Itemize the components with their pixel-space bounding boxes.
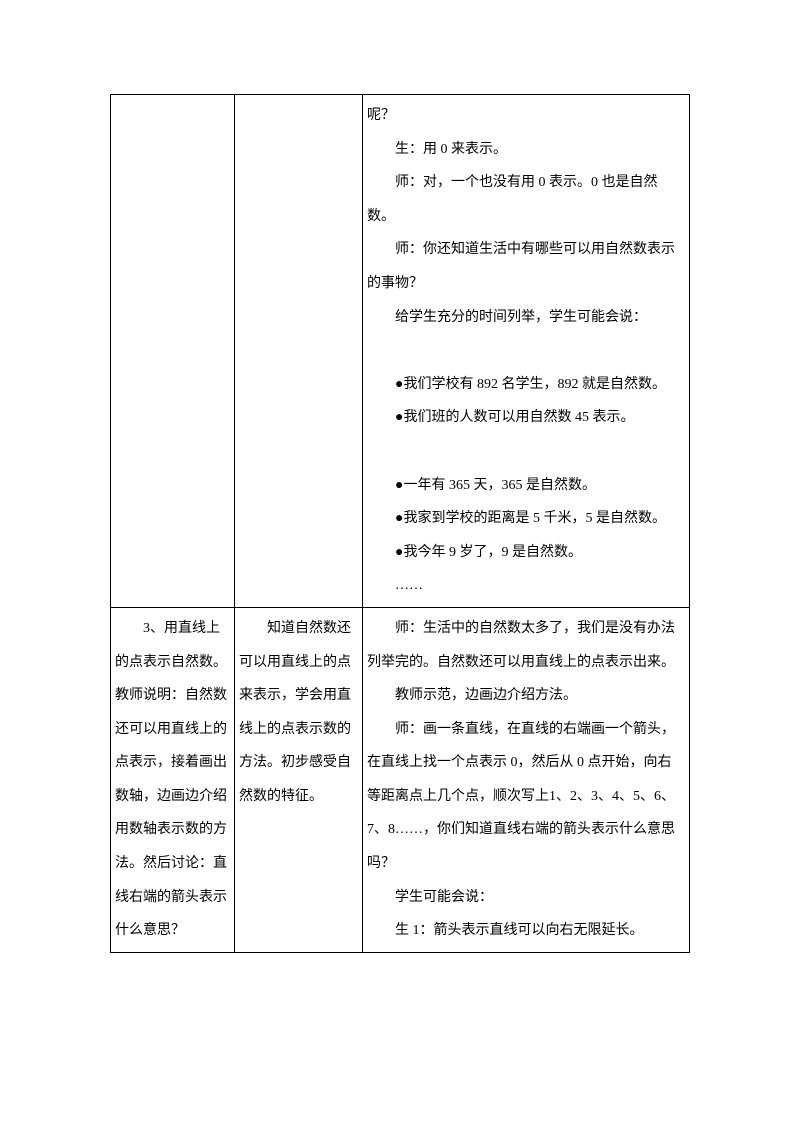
table-row: 呢？ 生：用 0 来表示。 师：对，一个也没有用 0 表示。0 也是自然数。 师… (111, 95, 690, 608)
text-line: ●我们班的人数可以用自然数 45 表示。 (367, 401, 685, 435)
text-line: 呢？ (367, 99, 685, 133)
cell-col1-row2: 3、用直线上的点表示自然数。教师说明：自然数还可以用直线上的点表示，接着画出数轴… (111, 607, 235, 952)
cell-col1-row1 (111, 95, 235, 608)
text-line: 知道自然数还可以用直线上的点来表示，学会用直线上的点表示数的方法。初步感受自然数… (239, 612, 358, 814)
table-row: 3、用直线上的点表示自然数。教师说明：自然数还可以用直线上的点表示，接着画出数轴… (111, 607, 690, 952)
text-line: 师：画一条直线，在直线的右端画一个箭头，在直线上找一个点表示 0，然后从 0 点… (367, 713, 685, 881)
text-line (367, 334, 685, 368)
lesson-table: 呢？ 生：用 0 来表示。 师：对，一个也没有用 0 表示。0 也是自然数。 师… (110, 94, 690, 953)
text-line: ●我们学校有 892 名学生，892 就是自然数。 (367, 368, 685, 402)
cell-col2-row1 (235, 95, 363, 608)
text-line: 学生可能会说： (367, 881, 685, 915)
text-line (367, 435, 685, 469)
text-line: 生：用 0 来表示。 (367, 133, 685, 167)
cell-col3-row1: 呢？ 生：用 0 来表示。 师：对，一个也没有用 0 表示。0 也是自然数。 师… (363, 95, 690, 608)
text-line: 给学生充分的时间列举，学生可能会说： (367, 301, 685, 335)
text-line: 3、用直线上的点表示自然数。教师说明：自然数还可以用直线上的点表示，接着画出数轴… (115, 612, 230, 948)
cell-col2-row2: 知道自然数还可以用直线上的点来表示，学会用直线上的点表示数的方法。初步感受自然数… (235, 607, 363, 952)
text-line: 生 1：箭头表示直线可以向右无限延长。 (367, 914, 685, 948)
text-line: 师：生活中的自然数太多了，我们是没有办法列举完的。自然数还可以用直线上的点表示出… (367, 612, 685, 679)
cell-col3-row2: 师：生活中的自然数太多了，我们是没有办法列举完的。自然数还可以用直线上的点表示出… (363, 607, 690, 952)
text-line: ●我家到学校的距离是 5 千米，5 是自然数。 (367, 502, 685, 536)
text-line: …… (367, 569, 685, 603)
text-line: 师：你还知道生活中有哪些可以用自然数表示的事物？ (367, 233, 685, 300)
text-line: 师：对，一个也没有用 0 表示。0 也是自然数。 (367, 166, 685, 233)
text-line: 教师示范，边画边介绍方法。 (367, 679, 685, 713)
text-line: ●我今年 9 岁了，9 是自然数。 (367, 536, 685, 570)
text-line: ●一年有 365 天，365 是自然数。 (367, 469, 685, 503)
document-page: 呢？ 生：用 0 来表示。 师：对，一个也没有用 0 表示。0 也是自然数。 师… (0, 0, 800, 1132)
